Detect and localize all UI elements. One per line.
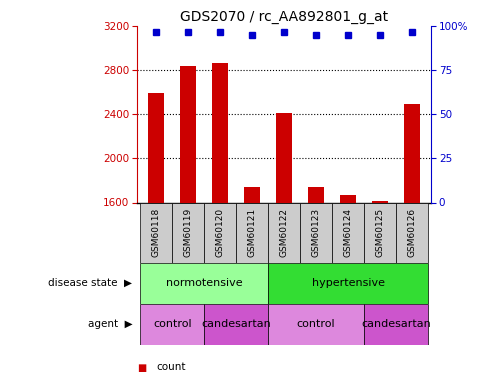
Bar	[364, 202, 396, 262]
Bar	[204, 202, 236, 262]
Text: GSM60123: GSM60123	[312, 208, 320, 257]
Bar	[212, 63, 228, 202]
Bar	[180, 66, 196, 203]
Text: GSM60125: GSM60125	[375, 208, 385, 257]
Text: count: count	[157, 363, 186, 372]
Bar	[340, 195, 356, 202]
Text: GSM60118: GSM60118	[152, 208, 161, 257]
Title: GDS2070 / rc_AA892801_g_at: GDS2070 / rc_AA892801_g_at	[180, 10, 388, 24]
Bar	[141, 262, 268, 304]
Bar	[172, 202, 204, 262]
Text: GSM60122: GSM60122	[280, 208, 289, 257]
Text: candesartan: candesartan	[201, 320, 271, 329]
Bar	[141, 202, 172, 262]
Text: GSM60120: GSM60120	[216, 208, 225, 257]
Bar	[268, 202, 300, 262]
Text: disease state  ▶: disease state ▶	[49, 278, 132, 288]
Bar	[236, 202, 268, 262]
Bar	[148, 93, 164, 202]
Bar	[404, 105, 420, 202]
Bar	[372, 201, 388, 202]
Bar	[300, 202, 332, 262]
Bar	[141, 304, 204, 345]
Bar	[396, 202, 428, 262]
Text: control: control	[153, 320, 192, 329]
Text: GSM60121: GSM60121	[248, 208, 257, 257]
Bar	[204, 304, 268, 345]
Bar	[364, 304, 428, 345]
Bar	[244, 187, 260, 202]
Text: GSM60119: GSM60119	[184, 208, 193, 257]
Text: hypertensive: hypertensive	[312, 278, 385, 288]
Text: GSM60124: GSM60124	[343, 208, 353, 257]
Bar	[308, 187, 324, 202]
Text: candesartan: candesartan	[361, 320, 431, 329]
Bar	[268, 304, 364, 345]
Text: agent  ▶: agent ▶	[88, 320, 132, 329]
Bar	[332, 202, 364, 262]
Text: control: control	[297, 320, 336, 329]
Bar	[276, 113, 292, 202]
Text: ■: ■	[137, 363, 147, 372]
Bar	[268, 262, 428, 304]
Text: normotensive: normotensive	[166, 278, 243, 288]
Text: GSM60126: GSM60126	[408, 208, 416, 257]
